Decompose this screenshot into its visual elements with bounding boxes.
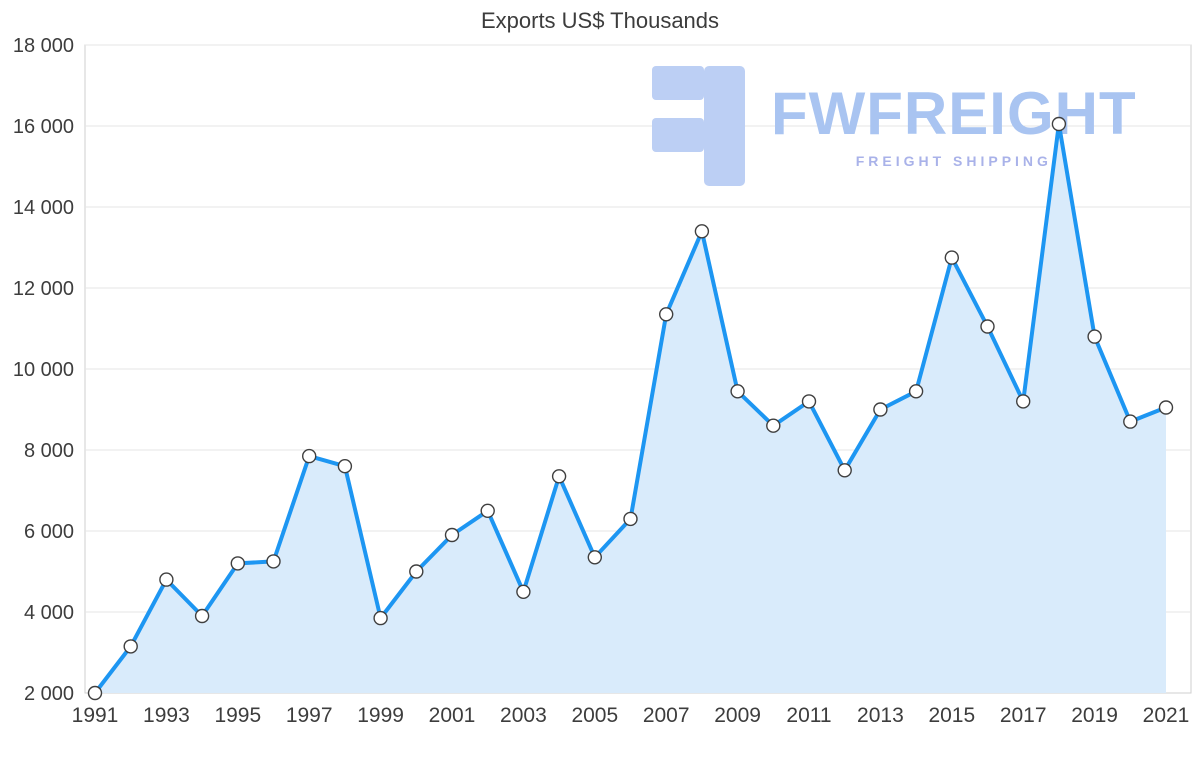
data-point <box>444 527 460 543</box>
x-tick-label: 2017 <box>1000 704 1047 727</box>
y-tick-label: 14 000 <box>13 197 74 219</box>
data-point <box>551 469 567 484</box>
data-point <box>873 402 888 417</box>
y-tick-label: 8 000 <box>24 440 74 462</box>
x-tick-label: 1997 <box>286 704 333 727</box>
data-point <box>587 550 602 565</box>
y-tick-label: 10 000 <box>13 359 74 381</box>
x-tick-label: 2011 <box>786 704 831 727</box>
x-tick-label: 2003 <box>500 704 547 727</box>
x-tick-label: 2021 <box>1143 704 1190 727</box>
x-tick-label: 2019 <box>1071 704 1118 727</box>
data-point <box>766 418 781 433</box>
data-point <box>194 608 210 624</box>
data-point <box>230 556 246 571</box>
data-point <box>694 224 710 239</box>
series-area <box>95 124 1166 693</box>
data-point <box>480 503 495 518</box>
y-tick-label: 12 000 <box>13 278 74 300</box>
data-point <box>266 554 281 569</box>
y-tick-label: 18 000 <box>13 35 74 57</box>
data-point <box>159 572 174 587</box>
data-point <box>1016 394 1031 409</box>
data-point <box>980 319 995 334</box>
data-point <box>373 610 388 626</box>
data-point <box>730 384 745 399</box>
x-tick-label: 2007 <box>643 704 690 727</box>
data-point <box>801 394 817 409</box>
data-point <box>944 250 959 265</box>
data-point <box>87 685 103 701</box>
data-point <box>1051 116 1067 132</box>
data-point <box>908 384 924 399</box>
y-tick-label: 16 000 <box>13 116 74 138</box>
y-tick-label: 6 000 <box>24 521 74 543</box>
x-tick-label: 2015 <box>928 704 975 727</box>
data-point <box>123 639 138 654</box>
data-point <box>337 459 353 474</box>
chart-title: Exports US$ Thousands <box>480 8 720 33</box>
x-tick-label: 2005 <box>571 704 618 727</box>
x-tick-label: 1993 <box>143 704 190 727</box>
data-point <box>623 511 638 527</box>
data-point <box>409 564 424 579</box>
data-point <box>1087 329 1102 344</box>
data-point <box>1123 414 1138 429</box>
data-point <box>837 463 852 478</box>
x-tick-label: 2009 <box>714 704 761 727</box>
data-point <box>659 307 674 322</box>
data-point <box>516 584 531 599</box>
x-tick-label: 1999 <box>357 704 404 727</box>
x-tick-label: 1995 <box>214 704 261 727</box>
y-tick-label: 2 000 <box>24 683 74 705</box>
data-point <box>1158 400 1174 415</box>
x-tick-label: 2001 <box>429 704 476 727</box>
x-tick-label: 2013 <box>857 704 904 727</box>
x-tick-label: 1991 <box>72 704 119 727</box>
data-point <box>302 448 317 464</box>
y-tick-label: 4 000 <box>24 602 74 624</box>
